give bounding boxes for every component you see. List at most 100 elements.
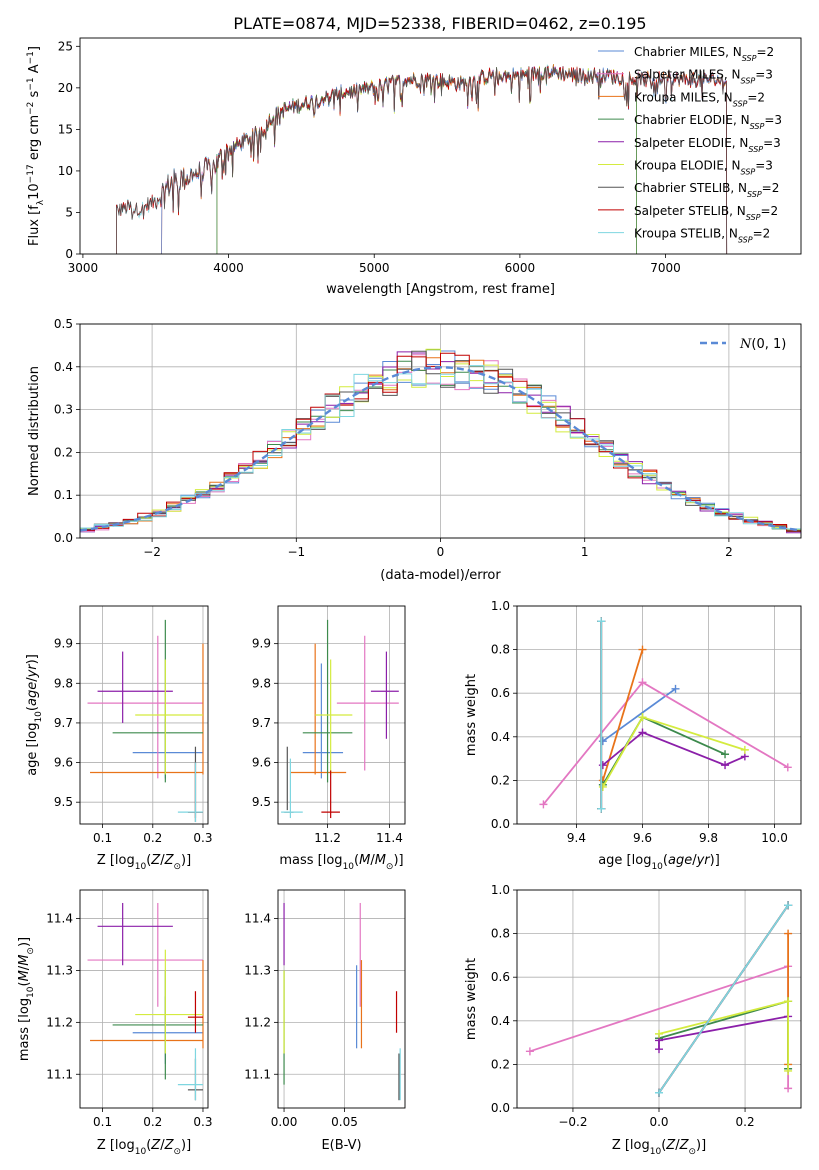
x-tick-label: 9.8 <box>699 831 718 845</box>
mass-vs-Z-panel: 0.1 0.2 0.3 11.1 11.2 11.3 11.4 Z [log10(Z/Z⊙)]… <box>17 889 213 1157</box>
y-tick-label: 11.4 <box>46 912 73 926</box>
x-tick-label: 0 <box>437 545 445 559</box>
legend-label: Kroupa MILES, NSSP=2 <box>634 90 765 108</box>
residuals-panel: −2 −1 0 1 2 0.0 0.1 0.2 0.3 0.4 0.5 (data-model)/er… <box>27 317 802 583</box>
y-axis-label: Normed distribution <box>27 366 42 496</box>
y-tick-label: 9.9 <box>54 637 73 651</box>
x-tick-label: 0.1 <box>93 831 112 845</box>
x-tick-label: 0.0 <box>649 1115 668 1129</box>
y-tick-label: 11.2 <box>46 1015 73 1029</box>
y-tick-label: 25 <box>58 39 73 53</box>
plus-marker <box>597 804 606 813</box>
x-tick-label: 0.3 <box>193 831 212 845</box>
plus-marker <box>784 1066 793 1075</box>
mass-weight-vs-age-panel: 9.4 9.6 9.8 10.0 0.0 0.2 0.4 0.6 0.8 1.0 age [log1… <box>464 599 802 872</box>
x-tick-label: 11.4 <box>376 831 403 845</box>
x-tick-label: 0.2 <box>143 1115 162 1129</box>
plus-marker <box>784 997 793 1006</box>
plus-marker <box>638 728 647 737</box>
y-tick-label: 0.8 <box>491 927 510 941</box>
y-tick-label: 9.6 <box>252 756 271 770</box>
y-tick-label: 11.4 <box>244 912 271 926</box>
mass-weight-line <box>658 904 789 1094</box>
y-axis-label: mass weight <box>464 958 479 1040</box>
legend-label: Kroupa STELIB, NSSP=2 <box>634 227 770 245</box>
y-tick-label: 9.8 <box>252 676 271 690</box>
legend-label: Chabrier MILES, NSSP=2 <box>634 45 774 63</box>
x-axis-label: E(B-V) <box>321 1138 361 1153</box>
y-tick-label: 0.0 <box>491 1101 510 1115</box>
plus-marker <box>638 645 647 654</box>
normal-curve <box>79 366 802 532</box>
axes-frame <box>79 605 209 825</box>
y-tick-label: 0.6 <box>491 970 510 984</box>
age-vs-Z-panel: 0.1 0.2 0.3 9.5 9.6 9.7 9.8 9.9 Z [log10(Z/Z⊙)] a… <box>25 605 213 872</box>
plus-marker <box>655 1088 663 1097</box>
y-tick-label: 0.0 <box>491 817 510 831</box>
mass-weight-line <box>602 716 746 788</box>
plus-marker <box>525 1047 534 1056</box>
legend-label: Salpeter MILES, NSSP=3 <box>634 68 773 86</box>
plus-marker <box>783 763 792 772</box>
x-tick-label: 0.05 <box>331 1115 358 1129</box>
plus-marker <box>655 1045 663 1054</box>
x-axis-label: Z [log10(Z/Z⊙)] <box>97 1138 191 1157</box>
age-vs-mass-panel: 11.2 11.4 9.5 9.6 9.7 9.8 9.9 mass [log10(M/M⊙)… <box>252 605 406 872</box>
y-tick-label: 11.3 <box>244 963 271 977</box>
axes-frame <box>79 323 802 539</box>
x-axis-label: (data-model)/error <box>380 568 501 583</box>
spectrum-series-line <box>216 65 637 254</box>
plus-marker <box>638 713 647 722</box>
y-tick-label: 0.4 <box>491 1014 510 1028</box>
legend-label: Salpeter ELODIE, NSSP=3 <box>634 136 781 154</box>
x-tick-label: 0.00 <box>271 1115 298 1129</box>
x-tick-label: 0.1 <box>93 1115 112 1129</box>
axes-frame <box>516 605 802 825</box>
mass-weight-line <box>602 688 677 742</box>
y-tick-label: 0.8 <box>491 643 510 657</box>
x-tick-label: −2 <box>143 545 161 559</box>
x-tick-label: 7000 <box>650 261 681 275</box>
y-tick-label: 0.4 <box>54 360 73 374</box>
y-tick-label: 9.9 <box>252 637 271 651</box>
mass-weight-line <box>658 1000 789 1069</box>
axes-frame <box>79 889 209 1109</box>
plus-marker <box>598 782 607 791</box>
y-tick-label: 9.7 <box>54 716 73 730</box>
plus-marker <box>539 800 548 809</box>
x-tick-label: 3000 <box>68 261 99 275</box>
y-tick-label: 20 <box>58 81 73 95</box>
mass-weight-line <box>542 681 789 805</box>
plus-marker <box>784 901 793 910</box>
y-tick-label: 11.1 <box>46 1067 73 1081</box>
y-tick-label: 11.1 <box>244 1067 271 1081</box>
y-tick-label: 9.8 <box>54 676 73 690</box>
mass-weight-line <box>602 731 746 767</box>
legend-label: Salpeter STELIB, NSSP=2 <box>634 204 778 222</box>
x-tick-label: 5000 <box>359 261 390 275</box>
plus-marker <box>671 684 680 693</box>
y-tick-label: 0.2 <box>54 445 73 459</box>
y-tick-label: 0.4 <box>491 730 510 744</box>
plus-marker <box>721 750 730 759</box>
y-tick-label: 10 <box>58 164 73 178</box>
axes-frame <box>277 605 406 825</box>
legend-label: Kroupa ELODIE, NSSP=3 <box>634 159 773 177</box>
legend-label: Chabrier ELODIE, NSSP=3 <box>634 113 782 131</box>
figure-title: PLATE=0874, MJD=52338, FIBERID=0462, z=0… <box>233 14 646 33</box>
mass-vs-ebv-panel: 0.00 0.05 11.1 11.2 11.3 11.4 E(B-V) <box>244 889 406 1153</box>
plus-marker <box>740 745 749 754</box>
y-tick-label: 5 <box>65 205 73 219</box>
legend-label: Chabrier STELIB, NSSP=2 <box>634 181 779 199</box>
x-axis-label: wavelength [Angstrom, rest frame] <box>326 282 555 297</box>
spectrum-panel: 3000 4000 5000 6000 7000 0 5 10 15 20 25 wavelength… <box>26 37 802 297</box>
spectrum-series-line <box>216 65 637 254</box>
y-tick-label: 0.6 <box>491 686 510 700</box>
plus-marker <box>784 929 793 938</box>
x-tick-label: 9.4 <box>567 831 586 845</box>
x-tick-label: 2 <box>725 545 733 559</box>
x-tick-label: 11.2 <box>314 831 341 845</box>
x-tick-label: 10.0 <box>761 831 788 845</box>
axes-frame <box>516 889 802 1109</box>
